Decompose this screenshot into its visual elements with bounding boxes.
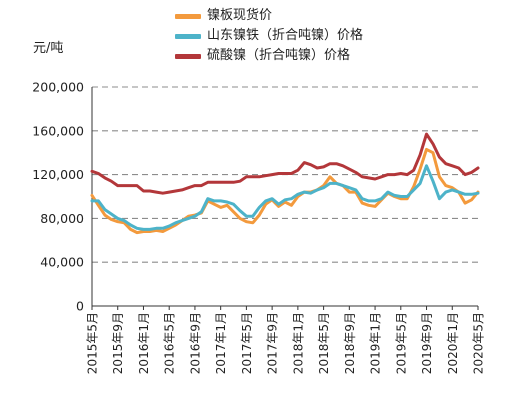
x-tick-label: 2015年5月 xyxy=(86,312,100,374)
series-line-1 xyxy=(90,147,480,235)
x-tick-label: 2020年5月 xyxy=(472,312,486,374)
y-tick-label: 40,000 xyxy=(40,255,84,270)
x-tick-label: 2016年1月 xyxy=(137,312,151,374)
x-tick-label: 2019年5月 xyxy=(394,312,408,374)
x-tick-label: 2019年1月 xyxy=(369,312,383,374)
x-tick-label: 2015年9月 xyxy=(111,312,125,374)
y-tick-label: 200,000 xyxy=(32,80,84,95)
x-tick-label: 2018年9月 xyxy=(343,312,357,374)
x-tick-label: 2020年1月 xyxy=(446,312,460,374)
legend-item-shandong-nickel-iron: 山东镍铁（折合吨镍）价格 xyxy=(175,26,363,46)
y-tick-label: 160,000 xyxy=(32,123,84,138)
chart-legend: 镍板现货价 山东镍铁（折合吨镍）价格 硫酸镍（折合吨镍）价格 xyxy=(175,6,363,66)
x-tick-label: 2017年5月 xyxy=(240,312,254,374)
x-tick-label: 2018年1月 xyxy=(291,312,305,374)
legend-swatch-nickel-sulfate xyxy=(175,53,201,59)
legend-swatch-shandong-nickel-iron xyxy=(175,33,201,39)
y-tick-label: 0 xyxy=(76,299,84,314)
x-tick-label: 2018年5月 xyxy=(317,312,331,374)
legend-label-shandong-nickel-iron: 山东镍铁（折合吨镍）价格 xyxy=(207,28,364,43)
x-tick-label: 2017年1月 xyxy=(214,312,228,374)
series-line-3 xyxy=(90,132,480,195)
legend-item-nickel-plate-spot: 镍板现货价 xyxy=(175,6,363,26)
x-tick-label: 2017年9月 xyxy=(266,312,280,374)
y-axis-unit-label: 元/吨 xyxy=(33,41,64,56)
legend-item-nickel-sulfate: 硫酸镍（折合吨镍）价格 xyxy=(175,46,363,66)
legend-label-nickel-plate-spot: 镍板现货价 xyxy=(207,8,273,23)
x-tick-label: 2019年9月 xyxy=(420,312,434,374)
y-tick-label: 120,000 xyxy=(32,167,84,182)
legend-swatch-nickel-plate-spot xyxy=(175,13,201,19)
x-tick-label: 2016年9月 xyxy=(188,312,202,374)
y-tick-label: 80,000 xyxy=(40,211,84,226)
legend-label-nickel-sulfate: 硫酸镍（折合吨镍）价格 xyxy=(207,48,351,63)
series-line-2 xyxy=(90,164,480,231)
x-tick-label: 2016年5月 xyxy=(163,312,177,374)
